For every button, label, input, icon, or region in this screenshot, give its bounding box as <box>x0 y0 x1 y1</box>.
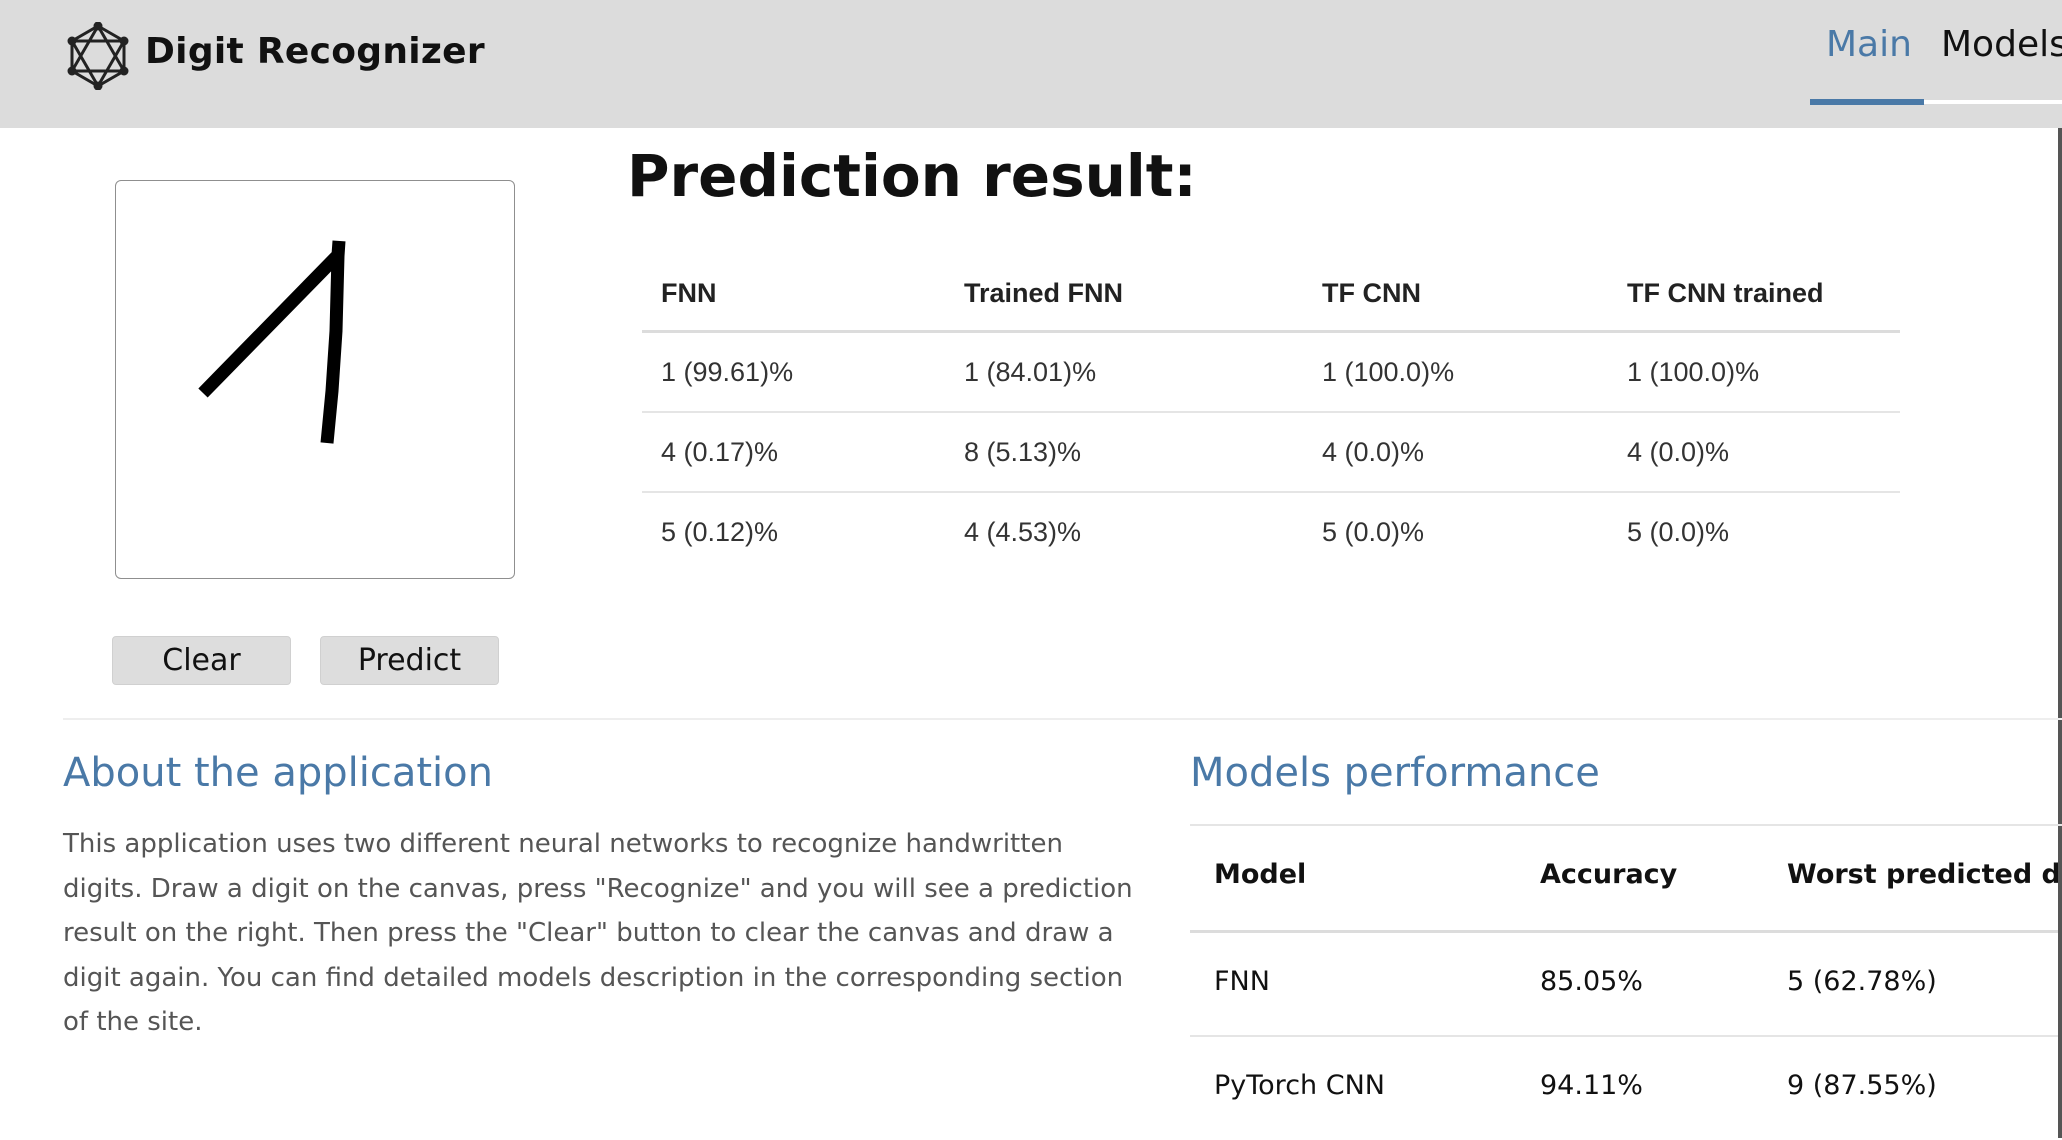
column-header: Trained FNN <box>964 278 1124 308</box>
active-tab-indicator <box>1810 99 1924 105</box>
about-title: About the application <box>63 750 493 796</box>
performance-table: Model Accuracy Worst predicted dig FNN 8… <box>1190 824 2062 1101</box>
about-text: This application uses two different neur… <box>63 829 1133 1037</box>
table-cell: 4 (0.0)% <box>1627 437 1730 467</box>
column-header: Accuracy <box>1540 859 1678 890</box>
table-cell: 5 (62.78%) <box>1787 966 1937 997</box>
drawn-digit <box>198 240 346 444</box>
tab-main[interactable]: Main <box>1826 24 1912 65</box>
table-row: FNN 85.05% 5 (62.78%) <box>1190 933 2058 1037</box>
predict-button[interactable]: Predict <box>320 636 499 685</box>
table-cell: 1 (100.0)% <box>1322 357 1455 387</box>
drawing-canvas[interactable] <box>115 180 515 579</box>
table-row: 4 (0.17)% 8 (5.13)% 4 (0.0)% 4 (0.0)% <box>642 413 1900 493</box>
table-cell: FNN <box>1214 966 1270 997</box>
performance-title: Models performance <box>1190 750 1600 796</box>
table-cell: 5 (0.12)% <box>661 517 779 547</box>
table-row: 5 (0.12)% 4 (4.53)% 5 (0.0)% 5 (0.0)% <box>642 493 1900 571</box>
table-cell: 5 (0.0)% <box>1627 517 1730 547</box>
column-header: FNN <box>661 278 717 308</box>
column-header: TF CNN trained <box>1627 278 1824 308</box>
table-row: 1 (99.61)% 1 (84.01)% 1 (100.0)% 1 (100.… <box>642 333 1900 413</box>
table-cell: 9 (87.55%) <box>1787 1070 1937 1101</box>
table-cell: 8 (5.13)% <box>964 437 1082 467</box>
table-cell: 4 (0.17)% <box>661 437 779 467</box>
table-header-row: FNN Trained FNN TF CNN TF CNN trained <box>642 266 1900 333</box>
table-cell: 1 (99.61)% <box>661 357 794 387</box>
table-row: PyTorch CNN 94.11% 9 (87.55%) <box>1190 1037 2058 1139</box>
window-edge <box>2058 128 2062 1138</box>
tab-underline <box>1810 100 2062 104</box>
table-header-row: Model Accuracy Worst predicted dig <box>1190 826 2058 933</box>
table-cell: 4 (4.53)% <box>964 517 1082 547</box>
table-cell: 1 (100.0)% <box>1627 357 1760 387</box>
column-header: Model <box>1214 859 1307 890</box>
prediction-title: Prediction result: <box>627 142 1197 210</box>
neural-network-icon[interactable] <box>64 22 132 90</box>
section-divider <box>63 718 2062 720</box>
clear-button[interactable]: Clear <box>112 636 291 685</box>
table-cell: 4 (0.0)% <box>1322 437 1425 467</box>
column-header: TF CNN <box>1322 278 1421 308</box>
table-cell: 1 (84.01)% <box>964 357 1097 387</box>
table-cell: PyTorch CNN <box>1214 1070 1385 1101</box>
table-cell: 94.11% <box>1540 1070 1643 1101</box>
table-cell: 5 (0.0)% <box>1322 517 1425 547</box>
performance-table-body: Model Accuracy Worst predicted dig FNN 8… <box>1190 826 2058 1140</box>
prediction-table: FNN Trained FNN TF CNN TF CNN trained 1 … <box>642 266 1900 571</box>
app-title[interactable]: Digit Recognizer <box>145 31 485 72</box>
top-header: Digit Recognizer Main Models <box>0 0 2062 128</box>
column-header: Worst predicted dig <box>1787 859 2058 890</box>
table-cell: 85.05% <box>1540 966 1643 997</box>
tab-models[interactable]: Models <box>1941 24 2062 65</box>
